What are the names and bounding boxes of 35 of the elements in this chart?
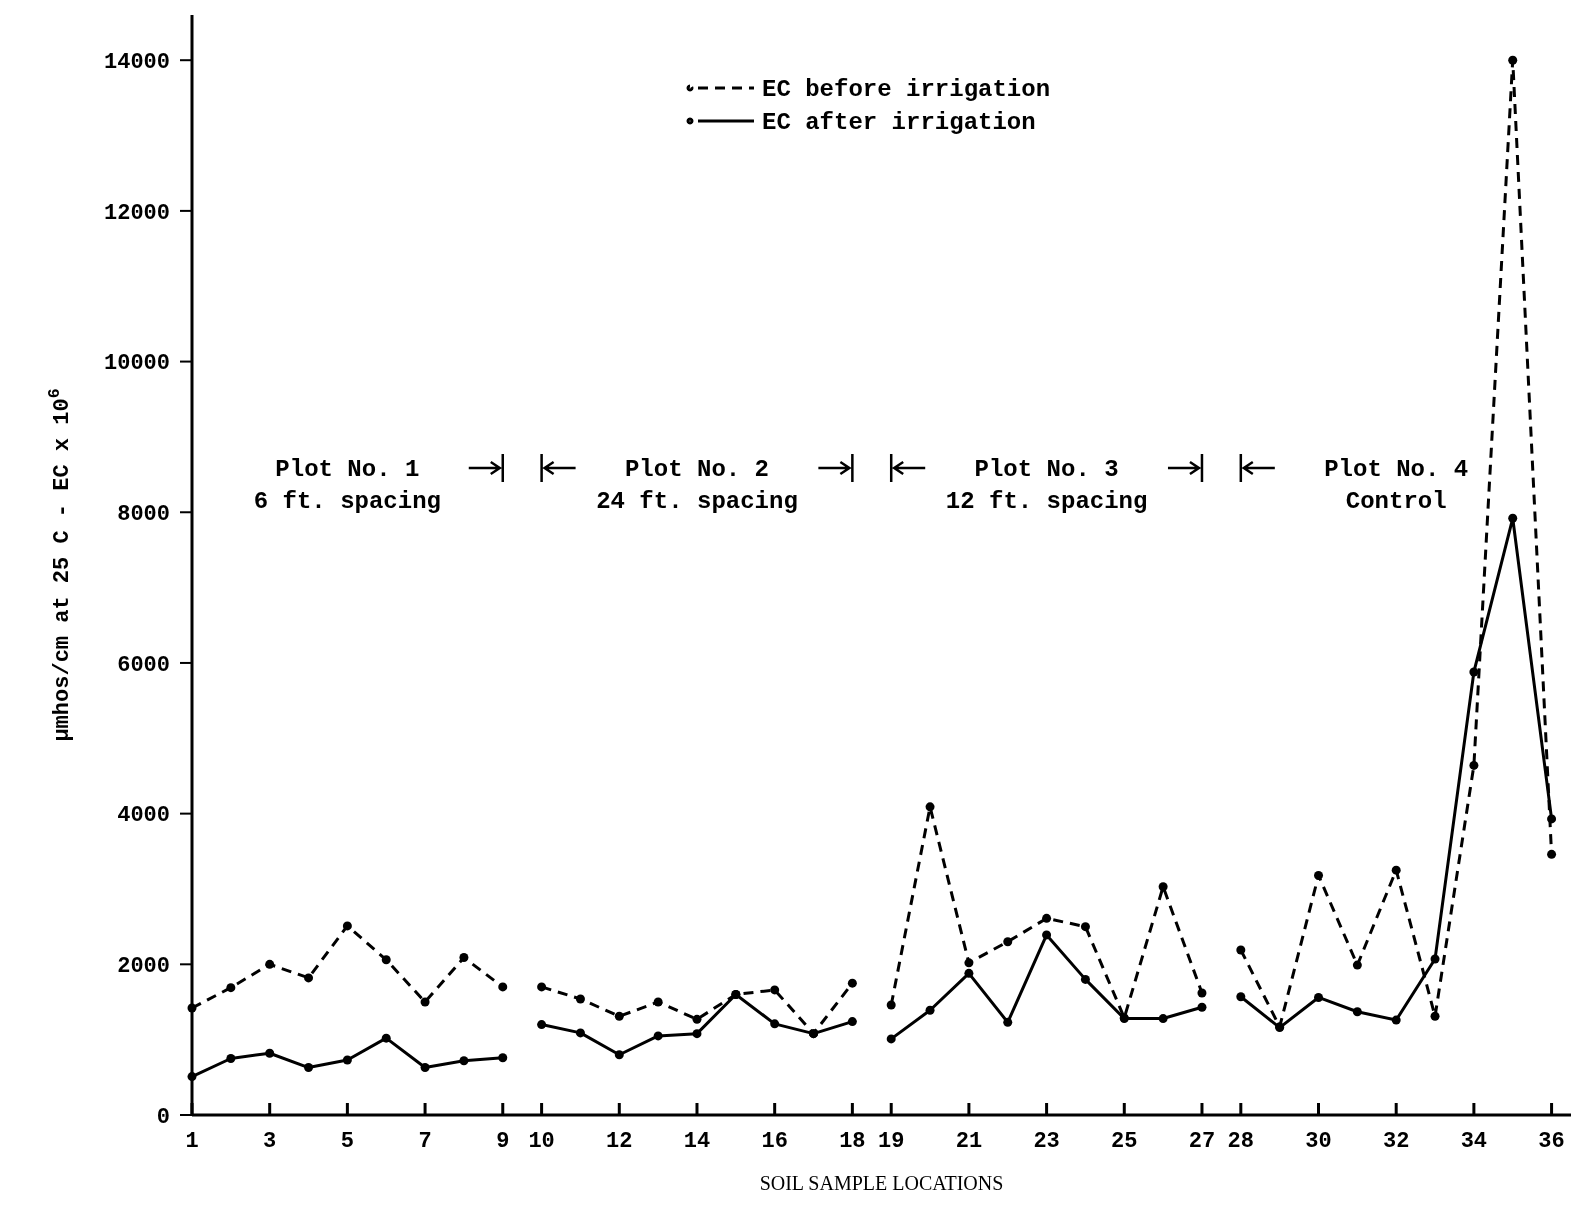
y-tick-label: 0	[156, 1104, 170, 1130]
annotation: Plot No. 1 6 ft. spacing	[253, 456, 441, 515]
x-tick-label: 30	[1305, 1129, 1332, 1154]
y-tick-label: 10000	[103, 351, 170, 377]
y-tick-label: 4000	[117, 803, 170, 829]
x-tick-label: 23	[1033, 1129, 1060, 1154]
legend-label: EC after irrigation	[762, 109, 1036, 137]
x-tick-label: 36	[1538, 1129, 1565, 1154]
legend-label: EC before irrigation	[762, 76, 1051, 104]
x-tick-label: 9	[496, 1129, 510, 1154]
x-tick-label: 34	[1460, 1129, 1488, 1154]
x-tick-label: 10	[528, 1129, 555, 1154]
x-axis-title: SOIL SAMPLE LOCATIONS	[759, 1172, 1004, 1194]
y-tick-label: 8000	[117, 501, 170, 527]
y-tick-label: 12000	[103, 200, 170, 226]
annotation: Plot No. 3 12 ft. spacing	[945, 456, 1148, 515]
y-tick-label: 14000	[103, 49, 170, 75]
x-tick-label: 18	[839, 1129, 866, 1154]
x-tick-label: 27	[1188, 1129, 1216, 1154]
x-tick-label: 28	[1227, 1129, 1255, 1154]
annotation: Plot No. 2 24 ft. spacing	[596, 456, 798, 515]
x-tick-label: 1	[185, 1129, 199, 1154]
x-tick-label: 32	[1382, 1129, 1410, 1154]
x-tick-label: 12	[606, 1129, 633, 1154]
x-tick-label: 19	[878, 1129, 905, 1154]
x-tick-label: 5	[340, 1129, 354, 1154]
x-tick-label: 14	[683, 1129, 711, 1154]
x-tick-label: 16	[761, 1129, 788, 1154]
annotation: Plot No. 4 Control	[1324, 456, 1469, 515]
x-tick-label: 21	[955, 1129, 983, 1154]
x-tick-label: 7	[418, 1129, 432, 1154]
y-tick-label: 2000	[117, 954, 170, 980]
x-tick-label: 25	[1111, 1129, 1138, 1154]
y-tick-label: 6000	[117, 652, 170, 678]
x-tick-label: 3	[263, 1129, 277, 1154]
